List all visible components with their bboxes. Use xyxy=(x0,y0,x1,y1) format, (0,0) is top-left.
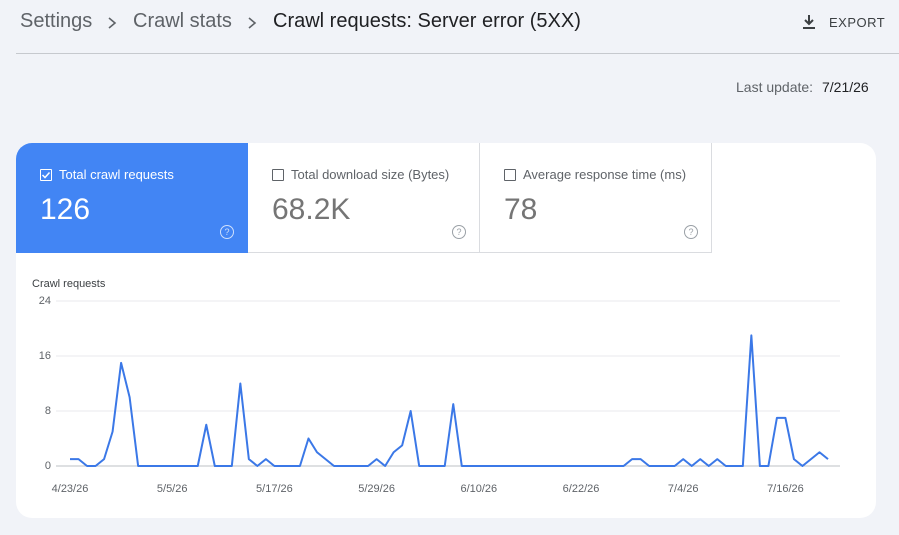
chart: Crawl requests 0 8 16 24 4/23/26 5/5/26 5/17/26… xyxy=(32,278,840,495)
breadcrumb[interactable]: Settings xyxy=(20,10,93,32)
x-tick-label: 6/10/26 xyxy=(460,483,497,495)
help-icon[interactable]: ? xyxy=(452,225,466,239)
x-tick-label: 7/16/26 xyxy=(767,483,804,495)
x-tick-label: 5/17/26 xyxy=(256,483,293,495)
checkbox[interactable] xyxy=(40,169,52,181)
metric-label: Total download size (Bytes) xyxy=(291,167,450,182)
metric-tile[interactable]: Total download size (Bytes) 68.2K? xyxy=(248,143,480,253)
checkbox[interactable] xyxy=(272,169,284,181)
divider xyxy=(16,53,899,54)
help-icon[interactable]: ? xyxy=(684,225,698,239)
chevron xyxy=(108,17,117,29)
x-tick-label: 6/22/26 xyxy=(563,483,600,495)
metric-tile[interactable]: Total crawl requests 126? xyxy=(16,143,248,253)
x-tick-label: 5/5/26 xyxy=(157,483,188,495)
y-tick-label: 24 xyxy=(39,295,51,307)
x-tick-label: 7/4/26 xyxy=(668,483,699,495)
metric-label: Average response time (ms) xyxy=(523,167,687,182)
export-button[interactable]: EXPORT xyxy=(829,15,886,30)
y-tick-label: 0 xyxy=(45,460,51,472)
export-icon[interactable] xyxy=(800,13,818,31)
metric-label: Total crawl requests xyxy=(59,167,174,182)
metric-tile[interactable]: Average response time (ms) 78? xyxy=(480,143,712,253)
last-update-value: 7/21/26 xyxy=(822,79,869,95)
chevron xyxy=(248,17,257,29)
x-tick-label: 4/23/26 xyxy=(52,483,89,495)
checkbox[interactable] xyxy=(504,169,516,181)
breadcrumb-current: Crawl requests: Server error (5XX) xyxy=(273,10,581,32)
y-tick-label: 8 xyxy=(45,405,51,417)
last-update-label: Last update: xyxy=(736,79,814,95)
breadcrumb[interactable]: Crawl stats xyxy=(133,10,232,32)
help-icon[interactable]: ? xyxy=(220,225,234,239)
metric-value: 68.2K xyxy=(272,193,351,226)
metric-value: 78 xyxy=(504,193,538,226)
y-tick-label: 16 xyxy=(39,350,51,362)
x-tick-label: 5/29/26 xyxy=(358,483,395,495)
chart-title: Crawl requests xyxy=(32,278,106,290)
metric-value: 126 xyxy=(40,193,91,226)
line xyxy=(70,334,829,467)
